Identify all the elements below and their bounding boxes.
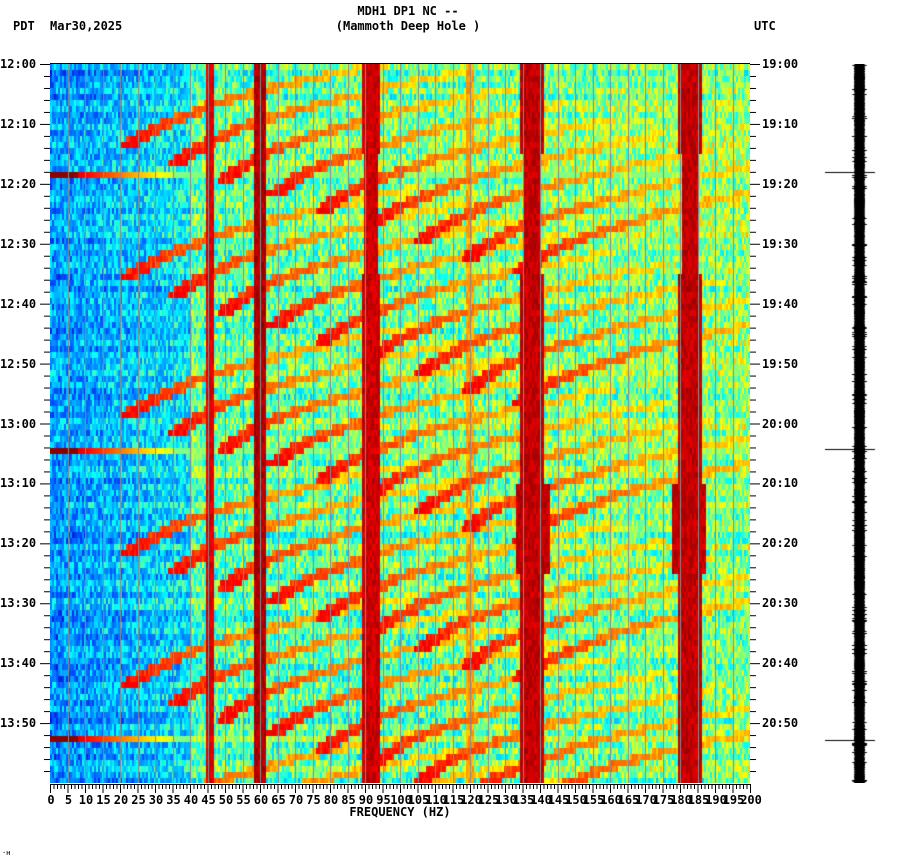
seismogram-trace: [820, 64, 880, 783]
x-tick-label: 130: [495, 793, 517, 807]
x-tick-label: 115: [442, 793, 465, 807]
x-tick-label: 160: [600, 793, 622, 807]
x-axis-title: FREQUENCY (HZ): [349, 805, 451, 819]
x-tick-label: 45: [201, 793, 216, 807]
x-tick-label: 25: [131, 793, 146, 807]
x-tick-label: 175: [652, 793, 675, 807]
spectrogram-canvas: [50, 64, 750, 783]
x-tick-label: 50: [218, 793, 234, 807]
y-tick-label-left: 13:30: [0, 596, 37, 611]
x-tick-label: 150: [565, 793, 587, 807]
x-tick-label: 145: [547, 793, 570, 807]
station-subtitle: (Mammoth Deep Hole ): [335, 19, 481, 33]
x-tick-label: 190: [705, 793, 727, 807]
y-tick-label-left: 12:50: [0, 356, 37, 371]
x-tick-label: 30: [148, 793, 164, 807]
x-tick-label: 140: [530, 793, 552, 807]
y-tick-label-right: 20:30: [762, 596, 799, 611]
x-tick-label: 70: [288, 793, 304, 807]
station-title: MDH1 DP1 NC --: [357, 4, 459, 18]
x-tick-label: 100: [390, 793, 412, 807]
y-tick-label-right: 20:40: [762, 656, 799, 671]
x-tick-label: 75: [306, 793, 321, 807]
x-tick-label: 170: [635, 793, 657, 807]
y-tick-label-right: 19:30: [762, 236, 799, 251]
x-tick-label: 60: [253, 793, 269, 807]
y-tick-label-left: 12:20: [0, 176, 37, 191]
y-tick-label-right: 19:10: [762, 116, 799, 131]
y-tick-label-right: 19:20: [762, 176, 799, 191]
x-tick-label: 110: [425, 793, 447, 807]
x-tick-label: 80: [323, 793, 339, 807]
y-tick-label-left: 12:30: [0, 236, 37, 251]
x-tick-label: 165: [617, 793, 640, 807]
right-timezone-label: UTC: [754, 19, 776, 33]
x-tick-label: 10: [78, 793, 94, 807]
x-tick-label: 5: [64, 793, 73, 807]
x-tick-label: 15: [96, 793, 111, 807]
y-tick-label-left: 13:00: [0, 416, 37, 431]
x-tick-label: 0: [47, 793, 55, 807]
plot-top-border: [50, 63, 750, 64]
spectrogram-plot: [50, 64, 750, 783]
y-tick-label-right: 19:50: [762, 356, 799, 371]
x-tick-label: 185: [687, 793, 710, 807]
x-tick-label: 120: [460, 793, 482, 807]
y-tick-label-left: 12:00: [0, 57, 37, 71]
x-tick-label: 125: [477, 793, 500, 807]
x-tick-label: 180: [670, 793, 692, 807]
x-tick-label: 195: [722, 793, 745, 807]
y-tick-label-left: 13:10: [0, 476, 37, 491]
date-label: Mar30,2025: [50, 19, 123, 33]
y-tick-label-right: 19:40: [762, 296, 799, 311]
x-tick-label: 200: [740, 793, 762, 807]
y-tick-label-right: 20:10: [762, 476, 799, 491]
y-tick-label-left: 12:10: [0, 116, 37, 131]
x-tick-label: 65: [271, 793, 286, 807]
x-tick-label: 95: [376, 793, 391, 807]
y-tick-label-right: 20:00: [762, 416, 799, 431]
y-tick-label-left: 13:20: [0, 536, 37, 551]
x-tick-label: 85: [341, 793, 356, 807]
x-tick-label: 35: [166, 793, 181, 807]
x-tick-label: 105: [407, 793, 430, 807]
x-tick-label: 135: [512, 793, 535, 807]
x-tick-label: 155: [582, 793, 605, 807]
x-tick-label: 40: [183, 793, 199, 807]
x-tick-label: 20: [113, 793, 129, 807]
x-tick-label: 90: [358, 793, 374, 807]
left-timezone-label: PDT: [13, 19, 35, 33]
corner-mark: ·ʜ: [2, 849, 11, 857]
y-tick-label-left: 13:40: [0, 656, 37, 671]
y-tick-label-right: 19:00: [762, 57, 799, 71]
y-tick-label-left: 12:40: [0, 296, 37, 311]
y-tick-label-right: 20:50: [762, 716, 799, 731]
x-tick-label: 55: [236, 793, 251, 807]
y-tick-label-right: 20:20: [762, 536, 799, 551]
y-tick-label-left: 13:50: [0, 716, 37, 731]
